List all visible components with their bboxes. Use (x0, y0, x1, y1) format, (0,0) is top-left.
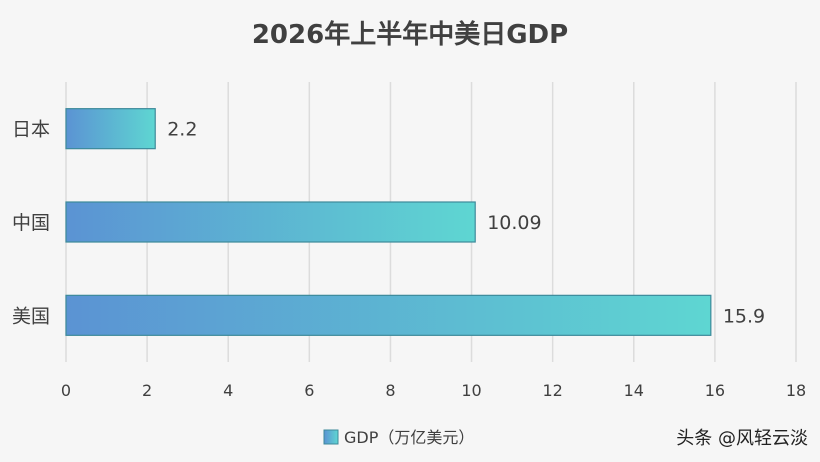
legend-swatch (323, 429, 339, 445)
x-tick-label: 8 (385, 381, 395, 400)
data-labels: 2.2 10.09 15.9 (167, 119, 765, 328)
x-tick-label: 6 (304, 381, 314, 400)
data-label: 10.09 (487, 212, 541, 234)
bar (65, 201, 476, 243)
x-axis-ticks: 0 2 4 6 8 10 12 14 16 18 (61, 381, 806, 400)
category-label: 日本 (12, 119, 50, 141)
legend: GDP（万亿美元） (323, 428, 474, 447)
legend-label: GDP（万亿美元） (344, 428, 474, 447)
x-tick-label: 12 (542, 381, 562, 400)
x-tick-label: 2 (142, 381, 152, 400)
data-label: 2.2 (167, 119, 197, 141)
category-label: 美国 (12, 305, 50, 327)
x-tick-label: 0 (61, 381, 71, 400)
x-tick-label: 18 (786, 381, 806, 400)
x-tick-label: 16 (705, 381, 725, 400)
data-label: 15.9 (723, 305, 765, 327)
category-label: 中国 (12, 212, 50, 234)
watermark: 头条 @风轻云淡 (676, 428, 808, 449)
x-tick-label: 4 (223, 381, 233, 400)
chart-title: 2026年上半年中美日GDP (252, 19, 568, 50)
bar (65, 108, 156, 150)
x-tick-label: 10 (461, 381, 481, 400)
x-tick-label: 14 (624, 381, 644, 400)
bars (65, 108, 712, 336)
bar (65, 294, 712, 336)
